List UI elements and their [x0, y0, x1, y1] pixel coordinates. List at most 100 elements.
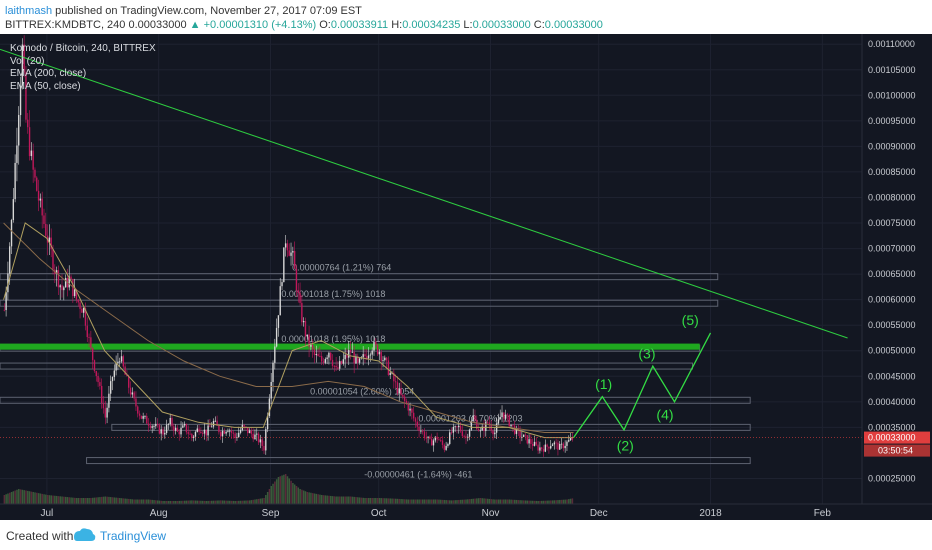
volume-bar	[236, 500, 238, 504]
volume-bar	[178, 500, 181, 504]
candle-body	[467, 436, 469, 438]
candle-body	[333, 365, 336, 367]
tradingview-link[interactable]: TradingView	[100, 529, 167, 543]
volume-bar	[221, 500, 224, 504]
close-value: 0.00033000	[544, 19, 603, 31]
candle-body	[126, 374, 128, 377]
candle-body	[266, 416, 269, 430]
candle-body	[364, 354, 366, 357]
candle-body	[313, 349, 316, 356]
volume-bar	[310, 492, 312, 504]
candle-body	[18, 115, 20, 146]
candle-body	[568, 440, 570, 442]
volume-bar	[429, 499, 431, 504]
candle-body	[449, 432, 451, 445]
time-tick-label: Feb	[814, 508, 832, 519]
candle-body	[37, 190, 40, 201]
candle-body	[236, 437, 238, 438]
candle-body	[247, 427, 249, 434]
volume-bar	[227, 500, 229, 504]
candle-body	[45, 223, 47, 236]
candle-body	[414, 418, 417, 422]
candle-body	[443, 444, 446, 450]
price-tick-label: 0.00040000	[868, 397, 916, 407]
candle-body	[539, 447, 541, 451]
price-axis[interactable]	[862, 34, 932, 504]
time-axis[interactable]	[0, 504, 932, 520]
candle-body	[474, 415, 476, 420]
time-tick-label: Oct	[371, 508, 387, 519]
candle-body	[106, 407, 108, 418]
volume-bar	[468, 499, 471, 504]
candle-body	[3, 309, 6, 311]
fib-label: 0.00001018 (1.95%) 1018	[281, 334, 385, 344]
fib-level	[0, 299, 719, 307]
volume-bar	[115, 497, 117, 504]
candle-body	[153, 426, 155, 427]
volume-bar	[12, 491, 15, 504]
candle-body	[265, 429, 267, 451]
candle-body	[117, 361, 119, 364]
trendline[interactable]	[0, 48, 848, 339]
volume-bar	[194, 500, 197, 504]
volume-bar	[551, 500, 554, 504]
candle-body	[232, 432, 235, 434]
volume-bar	[544, 500, 547, 504]
volume-bar	[220, 500, 222, 504]
candle-body	[115, 363, 117, 371]
volume-bar	[126, 498, 128, 504]
volume-bar	[201, 500, 204, 504]
volume-bar	[183, 500, 186, 504]
volume-bar	[412, 499, 415, 504]
volume-bar	[151, 499, 153, 504]
candle-body	[339, 361, 341, 369]
candle-body	[34, 169, 36, 178]
candle-body	[25, 72, 27, 120]
candle-body	[162, 429, 164, 435]
price-chart[interactable]: 0.00000764 (1.21%) 764 0.00001018 (1.75%)…	[0, 34, 932, 520]
candle-body	[210, 426, 213, 428]
candle-body	[295, 268, 298, 291]
ohlc-line: BITTREX:KMDBTC, 240 0.00033000 ▲ +0.0000…	[5, 19, 603, 31]
candle-body	[174, 427, 177, 431]
elliott-waves[interactable]: (1) (2) (3) (4) (5)	[572, 312, 712, 453]
bottom-fib-label: -0.00000461 (-1.64%) -461	[364, 469, 472, 479]
volume-bar	[443, 499, 446, 504]
candle-body	[512, 424, 514, 426]
volume-bar	[308, 492, 310, 504]
volume-bar	[122, 498, 125, 504]
candle-body	[110, 381, 112, 394]
candle-body	[171, 418, 173, 427]
candle-body	[77, 299, 79, 303]
volume-bar	[431, 499, 433, 504]
candle-body	[167, 424, 170, 425]
volume-bar	[519, 500, 521, 504]
volume-bar	[70, 497, 72, 504]
candle-body	[104, 408, 106, 418]
countdown-badge	[864, 444, 930, 457]
candle-body	[129, 387, 132, 395]
volume-bar	[440, 499, 442, 504]
candle-body	[113, 370, 116, 377]
time-tick-label: Aug	[150, 508, 168, 519]
candle-body	[445, 445, 447, 450]
volume-bar	[117, 497, 119, 504]
volume-bar	[241, 500, 244, 504]
volume-bar	[153, 500, 155, 504]
legend-ema50: EMA (50, close)	[10, 81, 81, 92]
volume-bar	[41, 493, 43, 504]
volume-bar	[243, 500, 245, 504]
low-value: 0.00033000	[472, 19, 531, 31]
candle-body	[95, 371, 97, 377]
volume-bar	[86, 498, 89, 504]
candle-body	[371, 350, 373, 355]
candle-body	[306, 334, 308, 337]
author-link[interactable]: laithmash	[5, 5, 53, 17]
candle-body	[243, 424, 245, 427]
volume-bar	[263, 498, 265, 504]
volume-bar	[140, 499, 143, 504]
candle-body	[550, 446, 552, 449]
tradingview-logo-icon[interactable]	[72, 527, 96, 543]
volume-bar	[173, 501, 175, 504]
volume-bar	[274, 481, 276, 504]
